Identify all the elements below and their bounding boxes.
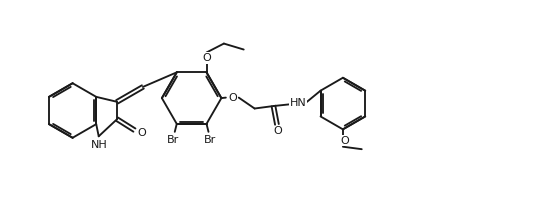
Text: HN: HN [290, 97, 307, 108]
Text: Br: Br [166, 135, 179, 145]
Text: O: O [202, 53, 212, 63]
Text: O: O [228, 93, 237, 103]
Text: O: O [137, 128, 146, 137]
Text: O: O [340, 136, 349, 146]
Text: NH: NH [91, 140, 108, 150]
Text: O: O [273, 126, 282, 136]
Text: Br: Br [205, 135, 216, 145]
